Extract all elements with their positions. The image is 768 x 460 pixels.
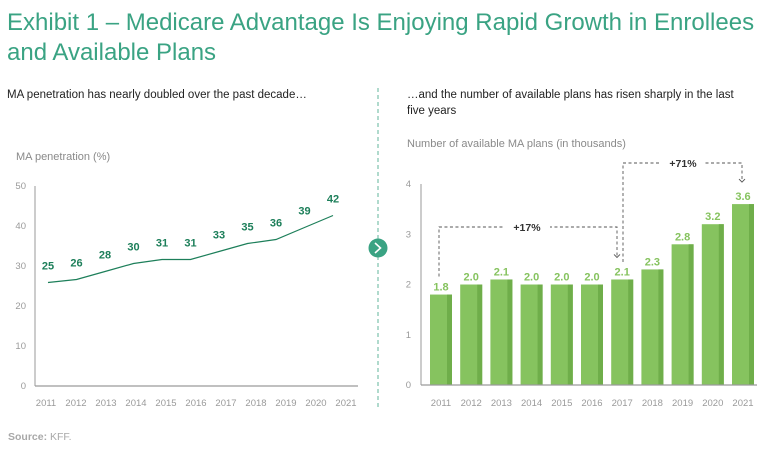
plans-data-label: 2.0 — [554, 272, 569, 284]
plans-bar-shade — [567, 284, 573, 385]
plans-bar-shade — [628, 279, 634, 385]
left-x-tick-label: 2015 — [155, 398, 176, 409]
plans-bar — [671, 244, 694, 385]
annotation-label-bg — [661, 156, 705, 170]
penetration-data-label: 39 — [298, 206, 310, 218]
left-x-tick-label: 2014 — [125, 398, 146, 409]
left-x-tick-label: 2021 — [335, 398, 356, 409]
penetration-data-label: 36 — [270, 218, 282, 230]
plans-data-label: 3.6 — [735, 191, 750, 203]
penetration-data-label: 31 — [156, 238, 168, 250]
penetration-data-label: 26 — [70, 258, 82, 270]
left-x-tick-label: 2019 — [275, 398, 296, 409]
plans-bar-shade — [507, 279, 513, 385]
plans-bar-shade — [598, 284, 603, 385]
left-y-tick-label: 40 — [15, 221, 26, 232]
plans-bar — [701, 224, 724, 385]
right-y-tick-label: 1 — [406, 330, 411, 341]
annotation-label-bg — [504, 220, 550, 234]
exhibit-title: Exhibit 1 – Medicare Advantage Is Enjoyi… — [7, 9, 755, 66]
left-y-tick-label: 50 — [15, 181, 26, 192]
penetration-data-label: 33 — [213, 230, 225, 242]
right-x-tick-label: 2019 — [672, 398, 693, 409]
right-x-tick-label: 2018 — [642, 398, 663, 409]
source-note: Source: KFF. — [8, 431, 72, 443]
panel-divider — [368, 88, 388, 410]
plans-bar-shade — [749, 204, 754, 385]
plans-bar-shade — [447, 294, 452, 385]
penetration-data-label: 31 — [184, 238, 196, 250]
left-x-tick-label: 2018 — [245, 398, 266, 409]
plans-bar — [490, 279, 513, 385]
right-y-tick-label: 4 — [406, 179, 411, 190]
penetration-data-label: 42 — [327, 194, 339, 206]
plans-bar — [581, 284, 603, 385]
left-x-tick-label: 2020 — [305, 398, 326, 409]
left-chart-subtitle: MA penetration has nearly doubled over t… — [7, 89, 307, 101]
plans-data-label: 2.0 — [524, 272, 539, 284]
left-x-tick-label: 2016 — [185, 398, 206, 409]
right-y-tick-label: 3 — [406, 229, 411, 240]
plans-bar-shade — [477, 284, 483, 385]
penetration-data-label: 30 — [127, 242, 139, 254]
plans-bar — [550, 284, 573, 385]
left-y-tick-label: 30 — [15, 261, 26, 272]
right-y-tick-label: 0 — [406, 380, 411, 391]
right-x-tick-label: 2013 — [491, 398, 512, 409]
right-x-tick-label: 2020 — [702, 398, 723, 409]
plans-data-label: 2.1 — [494, 266, 509, 278]
left-x-tick-label: 2012 — [65, 398, 86, 409]
plans-bar — [641, 269, 664, 385]
right-x-tick-label: 2015 — [551, 398, 572, 409]
chevron-circle — [368, 238, 388, 258]
plans-data-label: 2.0 — [584, 272, 599, 284]
plans-data-label: 2.3 — [645, 256, 660, 268]
plans-bar — [460, 284, 483, 385]
left-x-tick-label: 2013 — [95, 398, 116, 409]
growth-annotation-71: +71% — [669, 158, 697, 170]
plans-bar — [520, 284, 543, 385]
left-y-tick-label: 0 — [21, 381, 26, 392]
plans-bar — [430, 294, 452, 385]
plans-data-label: 1.8 — [433, 282, 448, 294]
arrow-down-icon — [738, 178, 746, 183]
growth-bracket-2017-2021 — [622, 162, 743, 262]
plans-bar — [732, 204, 754, 385]
plans-data-label: 3.2 — [705, 211, 720, 223]
left-y-tick-label: 10 — [15, 341, 26, 352]
penetration-data-label: 35 — [241, 222, 253, 234]
arrow-down-icon — [613, 254, 621, 259]
left-x-tick-label: 2011 — [36, 398, 56, 409]
right-x-tick-label: 2017 — [612, 398, 633, 409]
right-x-tick-label: 2012 — [461, 398, 482, 409]
right-y-tick-label: 2 — [406, 280, 411, 291]
right-chart-y-axis-title: Number of available MA plans (in thousan… — [407, 138, 626, 150]
source-text: KFF. — [50, 431, 72, 443]
ma-penetration-line-chart: 0 10 20 30 40 50 2011 2012 2013 2014 2015 2016 2017 2… — [15, 181, 358, 409]
growth-bracket-2011-2017 — [438, 226, 618, 277]
plans-bar — [611, 279, 634, 385]
growth-annotation-17: +17% — [513, 222, 541, 234]
right-x-tick-label: 2011 — [431, 398, 451, 409]
left-x-tick-label: 2017 — [215, 398, 236, 409]
left-chart-y-axis-title: MA penetration (%) — [16, 151, 111, 163]
right-x-tick-label: 2016 — [581, 398, 602, 409]
penetration-data-label: 25 — [42, 261, 54, 273]
plans-bar-shade — [537, 284, 543, 385]
plans-bar-shade — [718, 224, 724, 385]
right-x-tick-label: 2021 — [732, 398, 753, 409]
source-label: Source: — [8, 431, 48, 443]
left-y-tick-label: 20 — [15, 301, 26, 312]
plans-bar-shade — [688, 244, 694, 385]
plans-data-label: 2.8 — [675, 231, 690, 243]
plans-data-label: 2.1 — [615, 266, 630, 278]
plans-data-label: 2.0 — [464, 272, 479, 284]
available-plans-bar-chart: 0 1 2 3 4 1.8 2011 2.0 2012 2.1 2013 2.0 2014 2.0 2015… — [406, 156, 757, 409]
penetration-data-label: 28 — [99, 250, 111, 262]
chevron-right-icon — [374, 242, 382, 254]
plans-bar-shade — [658, 269, 664, 385]
right-x-tick-label: 2014 — [521, 398, 542, 409]
right-chart-subtitle: …and the number of available plans has r… — [407, 89, 734, 117]
